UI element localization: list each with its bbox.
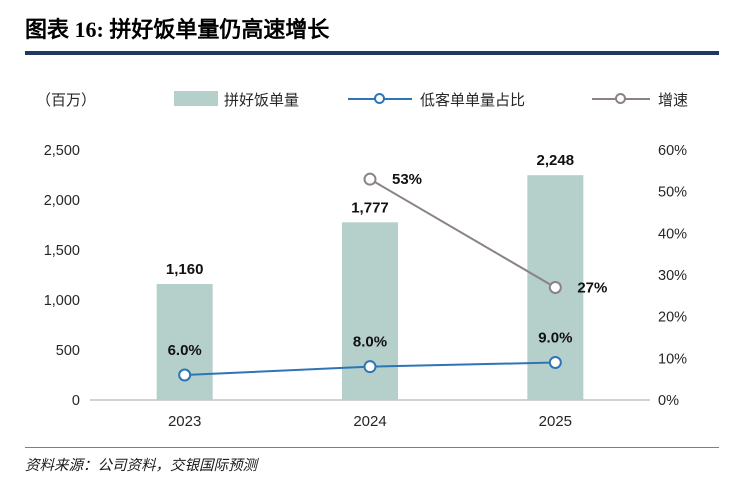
right-axis-tick: 50% (658, 185, 687, 201)
legend-bar-swatch (174, 91, 218, 106)
bar-value-label: 1,160 (166, 261, 204, 278)
bar-value-label: 1,777 (351, 199, 389, 216)
bar-value-label: 2,248 (537, 152, 575, 169)
point-label: 8.0% (353, 334, 387, 351)
legend-label-line-1: 增速 (658, 92, 689, 109)
right-axis-tick: 60% (658, 143, 687, 159)
line-marker (363, 172, 377, 186)
chart-title: 图表 16: 拼好饭单量仍高速增长 (25, 17, 330, 42)
legend: （百万） 拼好饭单量 低客单单量占比 增速 (0, 88, 744, 112)
point-label: 53% (392, 171, 422, 188)
right-axis-tick: 0% (658, 393, 679, 409)
left-axis-tick: 1,500 (44, 243, 80, 259)
x-axis-label: 2025 (539, 413, 572, 430)
left-axis-tick: 2,500 (44, 143, 80, 159)
point-label: 9.0% (538, 330, 572, 347)
legend-label-line-0: 低客单单量占比 (420, 92, 526, 109)
unit-label: （百万） (36, 92, 97, 109)
line-series-1 (369, 178, 556, 289)
x-axis-label: 2024 (353, 413, 386, 430)
line-marker (548, 281, 562, 294)
line-marker (178, 368, 192, 382)
source-note: 资料来源：公司资料，交银国际预测 (25, 458, 257, 474)
line-marker (548, 356, 562, 369)
left-axis-tick: 1,000 (44, 293, 80, 309)
left-axis-tick: 2,000 (44, 193, 80, 209)
right-axis-tick: 10% (658, 351, 687, 367)
chart-header: 图表 16: 拼好饭单量仍高速增长 (25, 12, 719, 55)
x-axis-label: 2023 (168, 413, 201, 430)
point-label: 27% (577, 280, 607, 297)
combo-chart: 0 500 1,000 1,500 2,000 2,500 0% 10% 20% 30% 40% 50… (44, 143, 687, 430)
legend-circle-marker-blue (374, 93, 385, 104)
left-axis-tick: 500 (56, 343, 80, 359)
point-label: 6.0% (168, 342, 202, 359)
title-underline (25, 51, 719, 55)
right-axis-tick: 40% (658, 226, 687, 242)
footer-divider (25, 447, 719, 448)
line-marker (363, 360, 377, 374)
right-axis-tick: 20% (658, 310, 687, 326)
legend-circle-marker-gray (615, 93, 626, 104)
bar-2024 (342, 222, 398, 400)
legend-label-bar-series: 拼好饭单量 (224, 92, 300, 109)
left-axis-tick: 0 (72, 393, 80, 409)
right-axis-tick: 30% (658, 268, 687, 284)
